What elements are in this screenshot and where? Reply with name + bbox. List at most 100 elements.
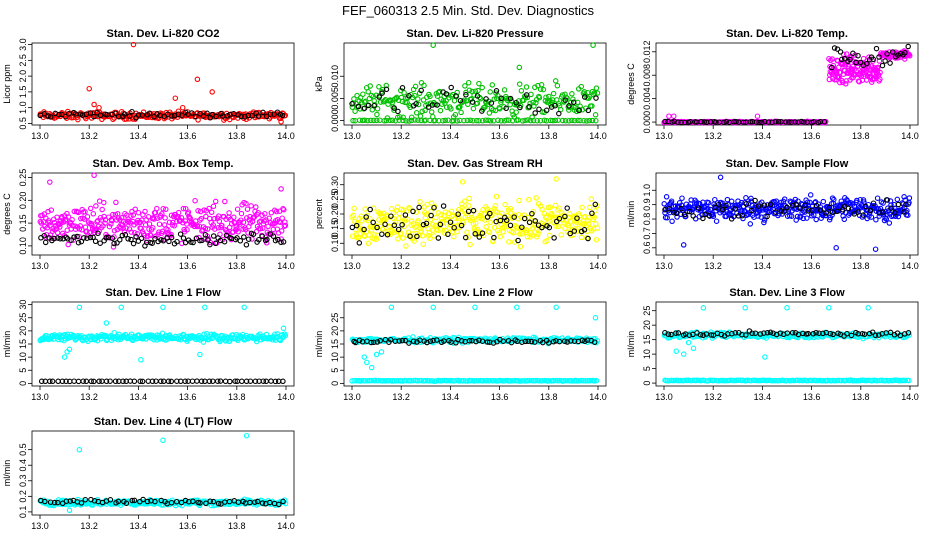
x-tick-label: 13.4 [754,261,772,271]
data-point [427,235,433,242]
data-point [733,377,740,384]
data-point [192,218,199,224]
data-point [831,45,838,51]
data-point [877,69,883,76]
data-point [361,99,368,105]
data-point [522,117,528,124]
data-point [455,211,461,217]
data-point [162,215,168,221]
data-point [168,113,175,119]
data-point [593,95,599,101]
data-point [146,110,153,116]
data-point [51,235,57,242]
data-point [442,209,449,215]
data-point [277,337,284,344]
data-point [721,119,727,126]
y-tick-label: 15 [330,339,340,349]
data-point [558,232,565,238]
data-point [362,206,368,212]
x-tick-label: 13.6 [803,392,821,402]
data-point [493,193,500,200]
data-point [234,226,240,232]
data-point [188,239,194,245]
data-point [260,378,267,384]
data-point [834,208,840,215]
data-point [506,239,512,245]
panel-title: Stan. Dev. Line 2 Flow [417,287,533,299]
y-tick-label: 0.012 [642,41,652,64]
data-point [464,229,470,235]
data-point [767,201,774,208]
data-point [442,117,449,124]
data-point [474,93,481,99]
data-point [401,90,407,96]
series-1 [37,108,286,121]
data-point [843,81,849,87]
data-point [553,338,559,344]
data-point [499,378,505,384]
data-point [441,338,447,344]
panel-title: Stan. Dev. Amb. Box Temp. [93,158,234,170]
data-point [556,338,563,345]
data-point [147,232,154,239]
data-point [675,330,682,336]
series-0 [37,304,289,363]
data-point [525,338,531,345]
data-point [264,236,270,243]
data-point [427,117,433,124]
data-point [533,377,539,384]
data-point [180,235,187,241]
y-tick-label: 15 [18,339,28,349]
data-point [732,330,739,336]
data-point [872,332,879,339]
series-2 [351,336,598,346]
data-point [522,338,529,345]
data-point [368,364,375,371]
data-point [165,227,171,233]
data-point [784,204,790,211]
data-point [497,217,504,224]
data-point [772,209,779,215]
x-tick-label: 13.8 [228,392,246,402]
data-point [59,378,66,385]
data-point [805,208,812,214]
data-point [690,213,696,219]
data-point [883,197,890,203]
data-point [694,377,700,384]
data-point [525,117,531,123]
data-point [45,113,51,119]
data-point [47,114,54,120]
data-point [706,212,712,219]
y-tick-label: 1.0 [642,184,652,197]
data-point [897,332,904,339]
data-point [454,89,460,96]
data-point [447,221,454,228]
data-point [109,235,116,241]
data-point [808,207,815,213]
data-point [554,82,561,89]
data-point [84,235,90,241]
data-point [723,119,730,125]
data-point [825,377,831,384]
data-point [139,378,146,385]
data-point [355,221,361,228]
data-point [86,85,92,92]
data-point [48,207,55,213]
data-point [166,219,173,226]
data-point [415,96,421,102]
data-point [204,110,210,117]
data-point [191,223,198,230]
data-point [397,114,403,120]
data-point [747,119,754,125]
data-point [884,51,890,57]
y-tick-label: 0.000 [642,111,652,134]
x-tick-label: 14.0 [277,261,295,271]
data-point [498,95,505,102]
x-tick-label: 13.2 [392,392,410,402]
data-point [903,201,909,208]
data-point [168,231,174,238]
data-point [99,378,105,384]
data-point [238,210,245,217]
data-point [376,84,382,90]
data-point [697,331,704,338]
